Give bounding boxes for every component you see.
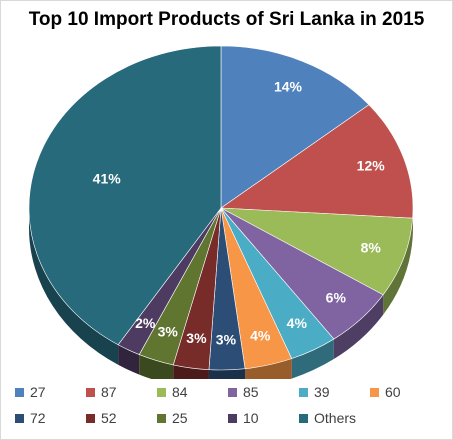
legend-swatch [86,413,95,423]
chart-title: Top 10 Import Products of Sri Lanka in 2… [28,9,425,30]
legend-swatch [228,387,237,397]
pie-side-10 [118,344,140,375]
legend-swatch [15,387,24,397]
legend-swatch [157,413,166,423]
pie-side-walls [29,208,413,379]
legend-item-87: 87 [86,379,157,405]
legend-swatch [228,413,237,423]
legend-label: 72 [30,410,46,426]
pie-side-72 [208,368,246,379]
data-label-87: 12% [357,158,386,174]
legend-label: Others [314,410,357,426]
legend-item-27: 27 [15,379,86,405]
chart-legend: 27 87 84 85 39 60 72 52 25 10 Others [15,379,445,431]
legend-item-84: 84 [157,379,228,405]
pie-slice-87 [220,104,414,219]
legend-label: 52 [101,410,117,426]
legend-item-60: 60 [370,379,441,405]
data-label-72: 3% [216,332,237,348]
legend-swatch [86,387,95,397]
legend-item-85: 85 [228,379,299,405]
legend-item-72: 72 [15,405,86,431]
pie-side-Others [29,208,119,365]
data-label-10: 2% [135,315,156,331]
pie-side-84 [383,218,413,315]
legend-swatch [299,413,308,423]
legend-item-52: 52 [86,405,157,431]
data-label-27: 14% [274,79,303,95]
pie-side-60 [245,358,292,379]
data-label-Others: 41% [93,171,122,187]
legend-label: 60 [385,384,401,400]
data-label-85: 6% [326,290,347,306]
legend-item-Others: Others [299,405,370,431]
data-label-25: 3% [158,324,179,340]
legend-label: 85 [243,384,259,400]
legend-label: 87 [101,384,117,400]
legend-item-39: 39 [299,379,370,405]
pie-slice-84 [220,207,413,296]
data-label-60: 4% [250,327,271,343]
legend-item-25: 25 [157,405,228,431]
pie-side-25 [139,354,174,379]
pie-slice-27 [220,45,370,209]
pie-top [28,45,414,371]
pie-slice-Others [28,45,222,346]
legend-label: 84 [172,384,188,400]
legend-label: 25 [172,410,188,426]
legend-label: 39 [314,384,330,400]
pie-chart: 14%12%8%6%4%4%3%3%3%2%41% [28,45,414,379]
data-label-52: 3% [186,330,207,346]
pie-side-39 [291,339,334,379]
legend-swatch [157,387,166,397]
data-label-39: 4% [287,315,308,331]
legend-item-10: 10 [228,405,299,431]
legend-label: 27 [30,384,46,400]
legend-label: 10 [243,410,259,426]
pie-side-52 [173,364,209,379]
legend-swatch [299,387,308,397]
pie-data-labels: 14%12%8%6%4%4%3%3%3%2%41% [93,79,386,348]
data-label-84: 8% [361,240,382,256]
legend-swatch [15,413,24,423]
legend-swatch [370,387,379,397]
pie-side-85 [333,294,384,360]
